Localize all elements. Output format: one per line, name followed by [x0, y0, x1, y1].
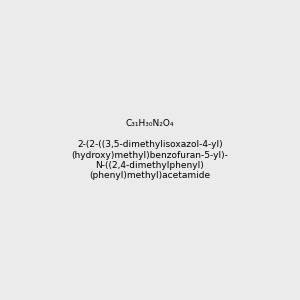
Text: C₃₁H₃₀N₂O₄

2-(2-((3,5-dimethylisoxazol-4-yl)
(hydroxy)methyl)benzofuran-5-yl)-
: C₃₁H₃₀N₂O₄ 2-(2-((3,5-dimethylisoxazol-4…: [72, 119, 228, 181]
